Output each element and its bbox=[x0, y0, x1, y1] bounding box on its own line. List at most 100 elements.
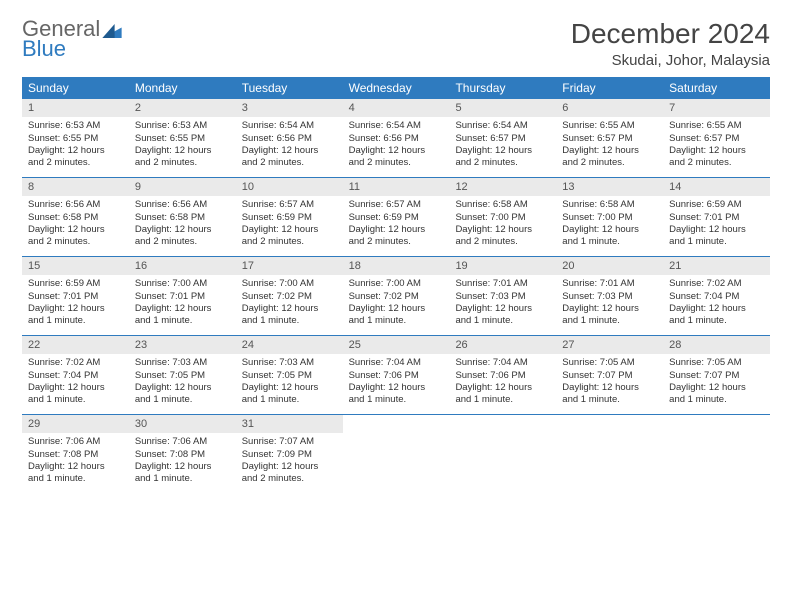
day-header: Wednesday bbox=[343, 77, 450, 99]
day-number: 16 bbox=[129, 257, 236, 275]
day-cell: 23Sunrise: 7:03 AMSunset: 7:05 PMDayligh… bbox=[129, 336, 236, 414]
daylight-line: Daylight: 12 hours and 2 minutes. bbox=[669, 145, 764, 170]
sunrise-line: Sunrise: 6:58 AM bbox=[562, 199, 657, 211]
daylight-line: Daylight: 12 hours and 2 minutes. bbox=[562, 145, 657, 170]
sunrise-line: Sunrise: 6:57 AM bbox=[349, 199, 444, 211]
day-body: Sunrise: 7:00 AMSunset: 7:02 PMDaylight:… bbox=[236, 275, 343, 332]
daylight-line: Daylight: 12 hours and 1 minute. bbox=[135, 461, 230, 486]
day-number: 31 bbox=[236, 415, 343, 433]
daylight-line: Daylight: 12 hours and 1 minute. bbox=[669, 382, 764, 407]
day-number: 5 bbox=[449, 99, 556, 117]
sunset-line: Sunset: 7:00 PM bbox=[455, 212, 550, 224]
day-cell: 7Sunrise: 6:55 AMSunset: 6:57 PMDaylight… bbox=[663, 99, 770, 177]
daylight-line: Daylight: 12 hours and 2 minutes. bbox=[455, 145, 550, 170]
day-header: Saturday bbox=[663, 77, 770, 99]
sunrise-line: Sunrise: 6:58 AM bbox=[455, 199, 550, 211]
sunrise-line: Sunrise: 7:01 AM bbox=[455, 278, 550, 290]
day-number: 15 bbox=[22, 257, 129, 275]
day-cell: 29Sunrise: 7:06 AMSunset: 7:08 PMDayligh… bbox=[22, 415, 129, 493]
sunrise-line: Sunrise: 7:04 AM bbox=[455, 357, 550, 369]
month-title: December 2024 bbox=[571, 18, 770, 50]
day-body: Sunrise: 6:55 AMSunset: 6:57 PMDaylight:… bbox=[663, 117, 770, 174]
sunrise-line: Sunrise: 7:06 AM bbox=[135, 436, 230, 448]
sunrise-line: Sunrise: 6:56 AM bbox=[28, 199, 123, 211]
daylight-line: Daylight: 12 hours and 1 minute. bbox=[349, 382, 444, 407]
daylight-line: Daylight: 12 hours and 1 minute. bbox=[28, 461, 123, 486]
day-cell bbox=[343, 415, 450, 493]
logo: GeneralBlue bbox=[22, 18, 122, 60]
sunrise-line: Sunrise: 7:07 AM bbox=[242, 436, 337, 448]
sunset-line: Sunset: 6:58 PM bbox=[28, 212, 123, 224]
sunrise-line: Sunrise: 7:02 AM bbox=[28, 357, 123, 369]
daylight-line: Daylight: 12 hours and 2 minutes. bbox=[135, 145, 230, 170]
sunset-line: Sunset: 6:57 PM bbox=[455, 133, 550, 145]
day-cell: 12Sunrise: 6:58 AMSunset: 7:00 PMDayligh… bbox=[449, 178, 556, 256]
day-cell: 5Sunrise: 6:54 AMSunset: 6:57 PMDaylight… bbox=[449, 99, 556, 177]
day-cell: 21Sunrise: 7:02 AMSunset: 7:04 PMDayligh… bbox=[663, 257, 770, 335]
daylight-line: Daylight: 12 hours and 2 minutes. bbox=[135, 224, 230, 249]
sunrise-line: Sunrise: 6:54 AM bbox=[455, 120, 550, 132]
sunrise-line: Sunrise: 6:57 AM bbox=[242, 199, 337, 211]
sunrise-line: Sunrise: 6:55 AM bbox=[562, 120, 657, 132]
sunset-line: Sunset: 7:04 PM bbox=[669, 291, 764, 303]
day-number: 13 bbox=[556, 178, 663, 196]
week-row: 22Sunrise: 7:02 AMSunset: 7:04 PMDayligh… bbox=[22, 335, 770, 414]
sunset-line: Sunset: 7:03 PM bbox=[455, 291, 550, 303]
sunrise-line: Sunrise: 6:55 AM bbox=[669, 120, 764, 132]
day-number: 12 bbox=[449, 178, 556, 196]
daylight-line: Daylight: 12 hours and 2 minutes. bbox=[242, 224, 337, 249]
sunrise-line: Sunrise: 7:05 AM bbox=[562, 357, 657, 369]
day-header: Monday bbox=[129, 77, 236, 99]
sunrise-line: Sunrise: 7:02 AM bbox=[669, 278, 764, 290]
day-number: 29 bbox=[22, 415, 129, 433]
day-number: 26 bbox=[449, 336, 556, 354]
day-cell: 16Sunrise: 7:00 AMSunset: 7:01 PMDayligh… bbox=[129, 257, 236, 335]
sunset-line: Sunset: 7:04 PM bbox=[28, 370, 123, 382]
day-cell: 22Sunrise: 7:02 AMSunset: 7:04 PMDayligh… bbox=[22, 336, 129, 414]
sunset-line: Sunset: 6:55 PM bbox=[135, 133, 230, 145]
day-number: 28 bbox=[663, 336, 770, 354]
day-body: Sunrise: 6:54 AMSunset: 6:56 PMDaylight:… bbox=[343, 117, 450, 174]
sunset-line: Sunset: 7:02 PM bbox=[349, 291, 444, 303]
weeks-container: 1Sunrise: 6:53 AMSunset: 6:55 PMDaylight… bbox=[22, 99, 770, 493]
sunset-line: Sunset: 7:03 PM bbox=[562, 291, 657, 303]
day-number: 30 bbox=[129, 415, 236, 433]
day-number: 10 bbox=[236, 178, 343, 196]
sunset-line: Sunset: 6:58 PM bbox=[135, 212, 230, 224]
daylight-line: Daylight: 12 hours and 1 minute. bbox=[562, 303, 657, 328]
daylight-line: Daylight: 12 hours and 2 minutes. bbox=[28, 145, 123, 170]
daylight-line: Daylight: 12 hours and 1 minute. bbox=[28, 382, 123, 407]
sunset-line: Sunset: 7:00 PM bbox=[562, 212, 657, 224]
day-cell: 10 Sunrise: 6:57 AMSunset: 6:59 PMDayligh… bbox=[236, 178, 343, 256]
day-body: Sunrise: 6:59 AMSunset: 7:01 PMDaylight:… bbox=[22, 275, 129, 332]
day-cell: 20Sunrise: 7:01 AMSunset: 7:03 PMDayligh… bbox=[556, 257, 663, 335]
sunset-line: Sunset: 6:59 PM bbox=[242, 212, 337, 224]
day-number: 9 bbox=[129, 178, 236, 196]
logo-text-blue: Blue bbox=[22, 38, 122, 60]
daylight-line: Daylight: 12 hours and 2 minutes. bbox=[28, 224, 123, 249]
sunset-line: Sunset: 6:55 PM bbox=[28, 133, 123, 145]
day-cell: 2Sunrise: 6:53 AMSunset: 6:55 PMDaylight… bbox=[129, 99, 236, 177]
daylight-line: Daylight: 12 hours and 1 minute. bbox=[242, 303, 337, 328]
daylight-line: Daylight: 12 hours and 1 minute. bbox=[562, 382, 657, 407]
day-number: 21 bbox=[663, 257, 770, 275]
sunset-line: Sunset: 7:05 PM bbox=[135, 370, 230, 382]
daylight-line: Daylight: 12 hours and 2 minutes. bbox=[349, 145, 444, 170]
day-body: Sunrise: 6:58 AMSunset: 7:00 PMDaylight:… bbox=[556, 196, 663, 253]
day-body: Sunrise: 7:06 AMSunset: 7:08 PMDaylight:… bbox=[22, 433, 129, 490]
daylight-line: Daylight: 12 hours and 1 minute. bbox=[562, 224, 657, 249]
day-body: Sunrise: 7:06 AMSunset: 7:08 PMDaylight:… bbox=[129, 433, 236, 490]
day-body: Sunrise: 7:05 AMSunset: 7:07 PMDaylight:… bbox=[556, 354, 663, 411]
sunset-line: Sunset: 7:02 PM bbox=[242, 291, 337, 303]
daylight-line: Daylight: 12 hours and 1 minute. bbox=[455, 382, 550, 407]
day-body: Sunrise: 6:53 AMSunset: 6:55 PMDaylight:… bbox=[22, 117, 129, 174]
sunrise-line: Sunrise: 7:05 AM bbox=[669, 357, 764, 369]
day-cell: 14Sunrise: 6:59 AMSunset: 7:01 PMDayligh… bbox=[663, 178, 770, 256]
sunrise-line: Sunrise: 7:04 AM bbox=[349, 357, 444, 369]
day-number: 11 bbox=[343, 178, 450, 196]
day-body: Sunrise: 6:54 AMSunset: 6:57 PMDaylight:… bbox=[449, 117, 556, 174]
sunrise-line: Sunrise: 6:53 AM bbox=[135, 120, 230, 132]
sunrise-line: Sunrise: 7:03 AM bbox=[242, 357, 337, 369]
sunrise-line: Sunrise: 6:59 AM bbox=[669, 199, 764, 211]
daylight-line: Daylight: 12 hours and 1 minute. bbox=[135, 382, 230, 407]
